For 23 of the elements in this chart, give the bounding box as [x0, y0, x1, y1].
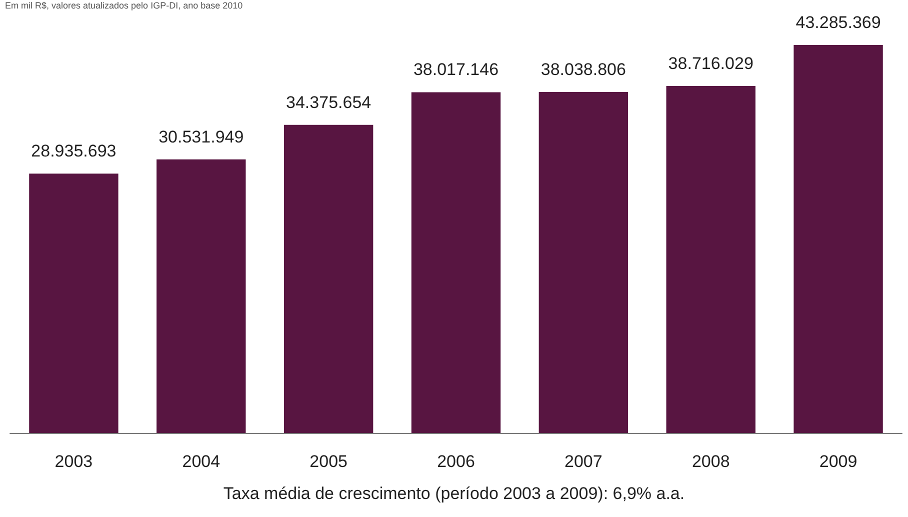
bar	[411, 92, 501, 433]
chart-subtitle: Em mil R$, valores atualizados pelo IGP-DI, ano base 2010	[5, 0, 243, 10]
x-tick-label: 2006	[437, 452, 475, 471]
bar	[538, 92, 628, 433]
data-label: 30.531.949	[158, 127, 244, 146]
bar	[794, 45, 883, 433]
data-label: 28.935.693	[31, 142, 116, 161]
bar	[666, 86, 756, 433]
x-tick-label: 2004	[182, 452, 220, 471]
x-tick-label: 2005	[310, 452, 348, 471]
data-label: 38.716.029	[668, 54, 754, 73]
x-tick-label: 2003	[54, 452, 93, 471]
text: Taxa média de crescimento (período 2003 a 2009): 6,9% a.a.	[223, 484, 685, 503]
x-tick-label: 2008	[692, 452, 730, 471]
x-tick-label: 2007	[564, 452, 602, 471]
bar	[156, 159, 246, 433]
data-label: 43.285.369	[796, 13, 881, 32]
data-label: 34.375.654	[286, 92, 372, 112]
bar	[29, 174, 118, 433]
data-label: 38.017.146	[413, 60, 499, 80]
x-tick-label: 2009	[819, 452, 858, 471]
data-label: 38.038.806	[540, 60, 626, 80]
bar	[284, 124, 374, 433]
